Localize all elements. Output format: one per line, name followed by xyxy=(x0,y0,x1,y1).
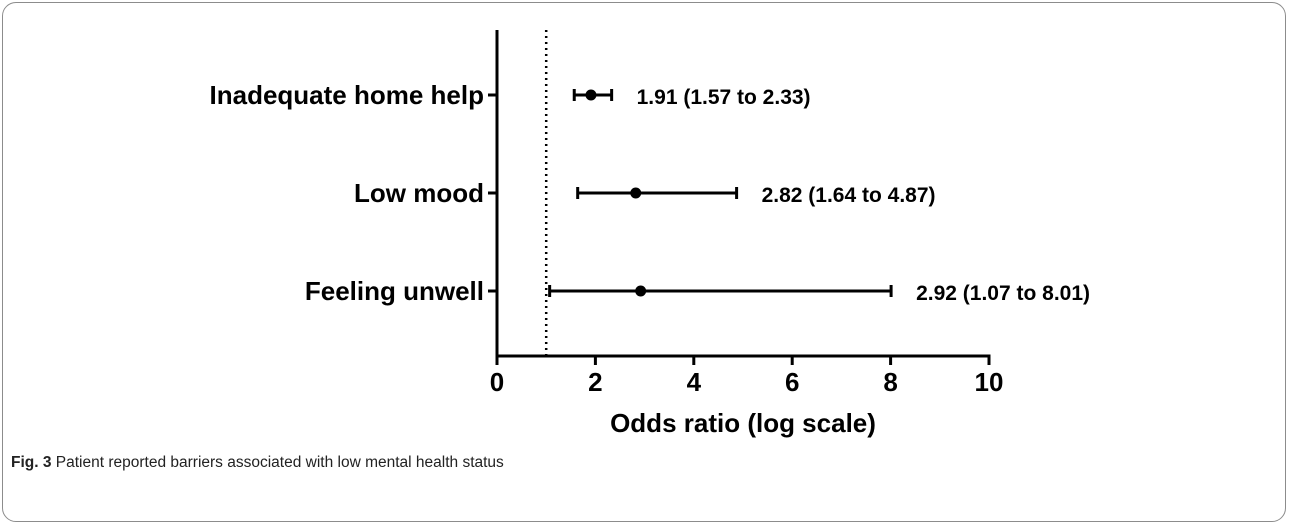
x-tick-label: 2 xyxy=(588,367,602,397)
row-label: Inadequate home help xyxy=(210,80,485,110)
x-tick-label: 4 xyxy=(687,367,702,397)
figure-number: Fig. 3 xyxy=(11,454,52,471)
x-tick-label: 10 xyxy=(975,367,1004,397)
x-axis-label: Odds ratio (log scale) xyxy=(610,408,876,438)
figure-caption: Fig. 3 Patient reported barriers associa… xyxy=(11,454,504,472)
or-annotation: 2.82 (1.64 to 4.87) xyxy=(762,184,936,207)
point-estimate xyxy=(630,187,642,199)
x-tick-label: 6 xyxy=(785,367,799,397)
forest-plot: 0 2 4 6 8 10 Inadequate home help 1.91 (1.57 to… xyxy=(210,30,1090,438)
or-annotation: 2.92 (1.07 to 8.01) xyxy=(916,282,1090,305)
caption-text: Patient reported barriers associated wit… xyxy=(51,454,504,471)
row-label: Low mood xyxy=(354,178,484,208)
row-label: Feeling unwell xyxy=(305,276,484,306)
x-tick-label: 0 xyxy=(490,367,504,397)
point-estimate xyxy=(585,89,597,101)
x-tick-label: 8 xyxy=(883,367,897,397)
point-estimate xyxy=(635,285,647,297)
or-annotation: 1.91 (1.57 to 2.33) xyxy=(637,86,811,109)
